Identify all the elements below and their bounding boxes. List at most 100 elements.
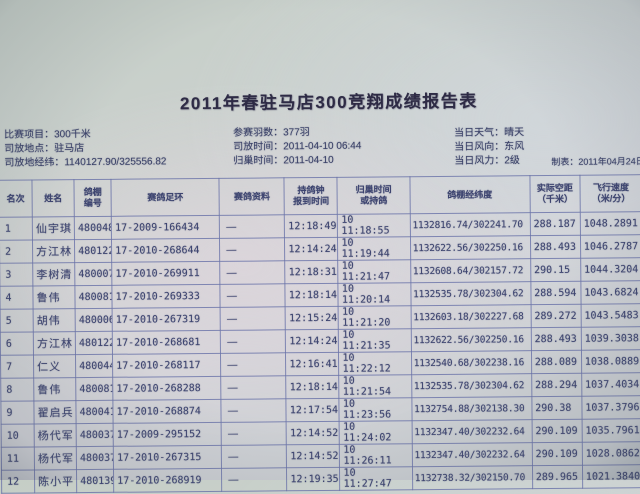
cell-clock-time: 12:16:41 bbox=[285, 352, 340, 376]
cell-distance: 288.294 bbox=[531, 373, 582, 397]
cell-loft-coords: 1132347.40/302232.64 bbox=[411, 442, 533, 467]
cell-distance: 290.109 bbox=[531, 419, 583, 443]
cell-return-time: 10 11:24:02 bbox=[339, 420, 412, 445]
cell-clock-time: 12:14:52 bbox=[286, 421, 340, 445]
col-header-ring: 赛鸽足环 bbox=[111, 178, 220, 217]
cell-distance: 289.272 bbox=[530, 304, 582, 328]
cell-ring: 17-2010-267315 bbox=[113, 445, 222, 470]
cell-ring: 17-2010-269333 bbox=[112, 284, 221, 309]
cell-rank: 9 bbox=[0, 401, 35, 425]
cell-distance: 290.109 bbox=[532, 442, 583, 466]
cell-pigeon-info: — bbox=[220, 329, 286, 354]
cell-pigeon-info: — bbox=[221, 421, 287, 446]
cell-loft-coords: 1132622.56/302250.16 bbox=[410, 327, 532, 352]
cell-pigeon-info: — bbox=[221, 444, 287, 469]
cell-distance: 290.38 bbox=[531, 396, 582, 420]
cell-clock-time: 12:18:31 bbox=[285, 260, 339, 284]
cell-loft-no: 480139 bbox=[76, 469, 114, 493]
cell-loft-coords: 1132347.40/302232.64 bbox=[411, 419, 533, 444]
weather: 当日天气：晴天 bbox=[454, 127, 525, 139]
wind-direction: 当日风向：东风 bbox=[454, 141, 525, 153]
cell-name: 仙宇琪 bbox=[32, 216, 75, 241]
info-block-right: 当日天气：晴天 当日风向：东风 当日风力：2级 bbox=[454, 126, 524, 169]
cell-loft-no: 480041 bbox=[76, 400, 114, 424]
cell-name: 胡伟 bbox=[33, 308, 76, 333]
col-header-pigeon-info: 赛鸽资料 bbox=[219, 177, 285, 216]
cell-return-time: 10 11:22:12 bbox=[338, 351, 412, 376]
col-header-distance: 实际空距 （千米） bbox=[529, 175, 581, 213]
cell-loft-no: 480081 bbox=[75, 377, 114, 401]
pigeon-count: 参赛羽数：377羽 bbox=[233, 127, 310, 139]
cell-ring: 17-2010-268681 bbox=[112, 330, 221, 355]
cell-loft-coords: 1132540.68/302238.16 bbox=[411, 350, 532, 375]
cell-name: 仁义 bbox=[33, 354, 76, 379]
cell-ring: 17-2010-268919 bbox=[113, 468, 223, 493]
cell-loft-coords: 1132535.78/302304.62 bbox=[411, 373, 532, 398]
cell-return-time: 10 11:21:20 bbox=[338, 305, 411, 330]
cell-speed: 1037.3796 bbox=[581, 395, 640, 420]
cell-pigeon-info: — bbox=[220, 306, 286, 331]
cell-rank: 4 bbox=[0, 286, 34, 310]
cell-name: 杨代军 bbox=[34, 446, 77, 470]
cell-return-time: 10 11:21:47 bbox=[338, 259, 411, 284]
cell-clock-time: 12:18:14 bbox=[286, 375, 340, 399]
page-title: 2011年春驻马店300竞翔成绩报告表 bbox=[179, 91, 478, 114]
table-made-date: 制表：2011年04月24日 bbox=[551, 156, 640, 167]
cell-rank: 6 bbox=[0, 332, 34, 356]
cell-loft-no: 480007 bbox=[74, 262, 113, 286]
cell-speed: 1038.0889 bbox=[581, 349, 640, 374]
col-header-loft-coords: 鸽棚经纬度 bbox=[409, 175, 531, 214]
cell-pigeon-info: — bbox=[220, 352, 287, 377]
col-header-rank: 名次 bbox=[0, 180, 33, 218]
cell-clock-time: 12:18:14 bbox=[285, 283, 339, 307]
cell-rank: 5 bbox=[0, 309, 34, 333]
info-block-left: 比赛项目：300千米 司放地点：驻马店 司放地经纬：1140127.90/325… bbox=[4, 127, 167, 170]
release-time: 司放时间：2011-04-10 06:44 bbox=[233, 140, 362, 153]
cell-speed: 1048.2891 bbox=[580, 211, 640, 236]
cell-speed: 1046.2787 bbox=[580, 234, 640, 259]
cell-loft-coords: 1132622.56/302250.16 bbox=[410, 235, 531, 260]
cell-loft-no: 480122 bbox=[75, 331, 113, 355]
cell-loft-no: 480037 bbox=[76, 446, 114, 470]
cell-distance: 288.493 bbox=[531, 327, 582, 351]
col-header-return-time: 归巢时间 或持鸽 bbox=[337, 176, 410, 215]
cell-pigeon-info: — bbox=[220, 375, 287, 400]
release-coordinates: 司放地经纬：1140127.90/325556.82 bbox=[4, 156, 167, 169]
cell-return-time: 10 11:19:44 bbox=[337, 236, 411, 261]
cell-speed: 1043.6824 bbox=[580, 280, 640, 305]
cell-return-time: 10 11:26:11 bbox=[339, 443, 413, 468]
results-table: 名次 姓名 鸽棚 编号 赛鸽足环 赛鸽资料 持鸽钟 报到时间 归巢时间 或持鸽 … bbox=[0, 174, 640, 494]
cell-loft-coords: 1132738.32/302150.70 bbox=[412, 465, 533, 490]
report-document: 2011年春驻马店300竞翔成绩报告表 比赛项目：300千米 司放地点：驻马店 … bbox=[0, 91, 640, 494]
cell-rank: 10 bbox=[1, 424, 35, 448]
cell-speed: 1044.3204 bbox=[580, 257, 640, 282]
cell-clock-time: 12:14:24 bbox=[284, 237, 339, 261]
cell-speed: 1021.3840 bbox=[582, 464, 640, 489]
cell-speed: 1037.4034 bbox=[581, 372, 640, 397]
cell-clock-time: 12:14:52 bbox=[286, 444, 340, 468]
cell-name: 陈小平 bbox=[34, 469, 77, 493]
col-header-loft-no: 鸽棚 编号 bbox=[74, 179, 112, 217]
cell-distance: 288.493 bbox=[530, 235, 581, 259]
info-block-middle: 参赛羽数：377羽 司放时间：2011-04-10 06:44 归巢时间：201… bbox=[233, 126, 362, 169]
return-date: 归巢时间：2011-04-10 bbox=[233, 154, 334, 167]
cell-distance: 288.187 bbox=[530, 212, 581, 236]
cell-ring: 17-2010-267319 bbox=[112, 307, 221, 332]
col-header-clock-time: 持鸽钟 报到时间 bbox=[284, 177, 338, 215]
cell-speed: 1039.3038 bbox=[581, 326, 640, 351]
cell-loft-coords: 1132603.18/302227.68 bbox=[410, 304, 532, 329]
cell-return-time: 10 11:18:55 bbox=[337, 213, 411, 238]
cell-ring: 17-2009-166434 bbox=[111, 215, 220, 240]
cell-loft-no: 480048 bbox=[74, 216, 112, 240]
cell-distance: 288.089 bbox=[531, 350, 582, 374]
cell-loft-no: 480006 bbox=[75, 308, 113, 332]
results-table-body: 1 仙宇琪 480048 17-2009-166434—12:18:49 10 11:1… bbox=[0, 211, 640, 494]
col-header-speed: 飞行速度 （米/分） bbox=[579, 174, 640, 213]
cell-rank: 1 bbox=[0, 217, 33, 241]
col-header-name: 姓名 bbox=[32, 179, 75, 218]
cell-pigeon-info: — bbox=[219, 260, 286, 285]
race-event: 比赛项目：300千米 bbox=[4, 128, 91, 141]
cell-loft-coords: 1132754.88/302138.30 bbox=[411, 396, 532, 421]
cell-name: 翟启兵 bbox=[33, 400, 77, 425]
table-header-row: 名次 姓名 鸽棚 编号 赛鸽足环 赛鸽资料 持鸽钟 报到时间 归巢时间 或持鸽 … bbox=[0, 174, 640, 218]
